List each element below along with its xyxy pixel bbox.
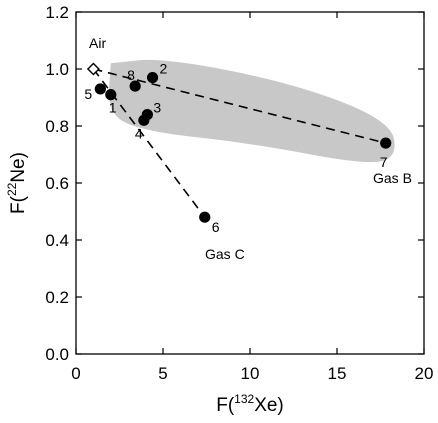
- y-tick-label: 0.0: [45, 345, 69, 364]
- x-tick-label: 15: [328, 364, 347, 383]
- x-axis-title-superscript: 132: [234, 392, 254, 406]
- data-point-label-7: 7: [380, 154, 388, 170]
- data-point-4: [138, 114, 150, 126]
- air-marker: [86, 62, 100, 76]
- data-point-label-1: 1: [109, 100, 117, 116]
- shaded-region: [108, 59, 395, 163]
- x-axis-title-suffix: Xe): [254, 395, 284, 416]
- data-point-7: [380, 137, 392, 149]
- y-axis-title: F(22Ne): [5, 152, 29, 214]
- x-tick-label: 5: [158, 364, 167, 383]
- y-tick-label: 1.0: [45, 60, 69, 79]
- data-point-1: [105, 89, 117, 101]
- data-point-label-6: 6: [212, 219, 220, 235]
- y-tick-label: 0.8: [45, 117, 69, 136]
- y-axis-title-superscript: 22: [5, 182, 19, 196]
- data-point-5: [94, 83, 106, 95]
- x-tick-label: 10: [241, 364, 260, 383]
- data-points: 1 2 34 5 6 7 8: [84, 61, 392, 235]
- y-axis-title-prefix: F(: [8, 195, 29, 214]
- x-tick-label: 20: [415, 364, 434, 383]
- dashed-line-1: [93, 68, 386, 144]
- data-point-label-3: 3: [153, 100, 161, 116]
- gas-b-annotation: Gas B: [373, 170, 412, 186]
- y-tick-label: 0.6: [45, 174, 69, 193]
- y-tick-label: 0.2: [45, 288, 69, 307]
- data-point-6: [199, 211, 211, 223]
- y-axis-title-suffix: Ne): [8, 152, 29, 183]
- x-axis-title-prefix: F(: [216, 395, 235, 416]
- y-tick-label: 0.4: [45, 231, 69, 250]
- x-axis-title: F(132Xe): [216, 392, 284, 416]
- y-tick-label: 1.2: [45, 3, 69, 22]
- data-point-label-4: 4: [135, 125, 143, 141]
- data-point-label-5: 5: [84, 86, 92, 102]
- air-label: Air: [89, 35, 106, 51]
- data-point-8: [129, 80, 141, 92]
- data-point-2: [146, 71, 159, 84]
- data-point-label-2: 2: [160, 61, 168, 77]
- x-tick-label: 0: [71, 364, 80, 383]
- axis-ticks: 0 5 10 15 200.00.20.40.60.81.01.2: [45, 3, 433, 383]
- data-point-label-8: 8: [127, 67, 135, 83]
- gas-c-annotation: Gas C: [205, 246, 245, 262]
